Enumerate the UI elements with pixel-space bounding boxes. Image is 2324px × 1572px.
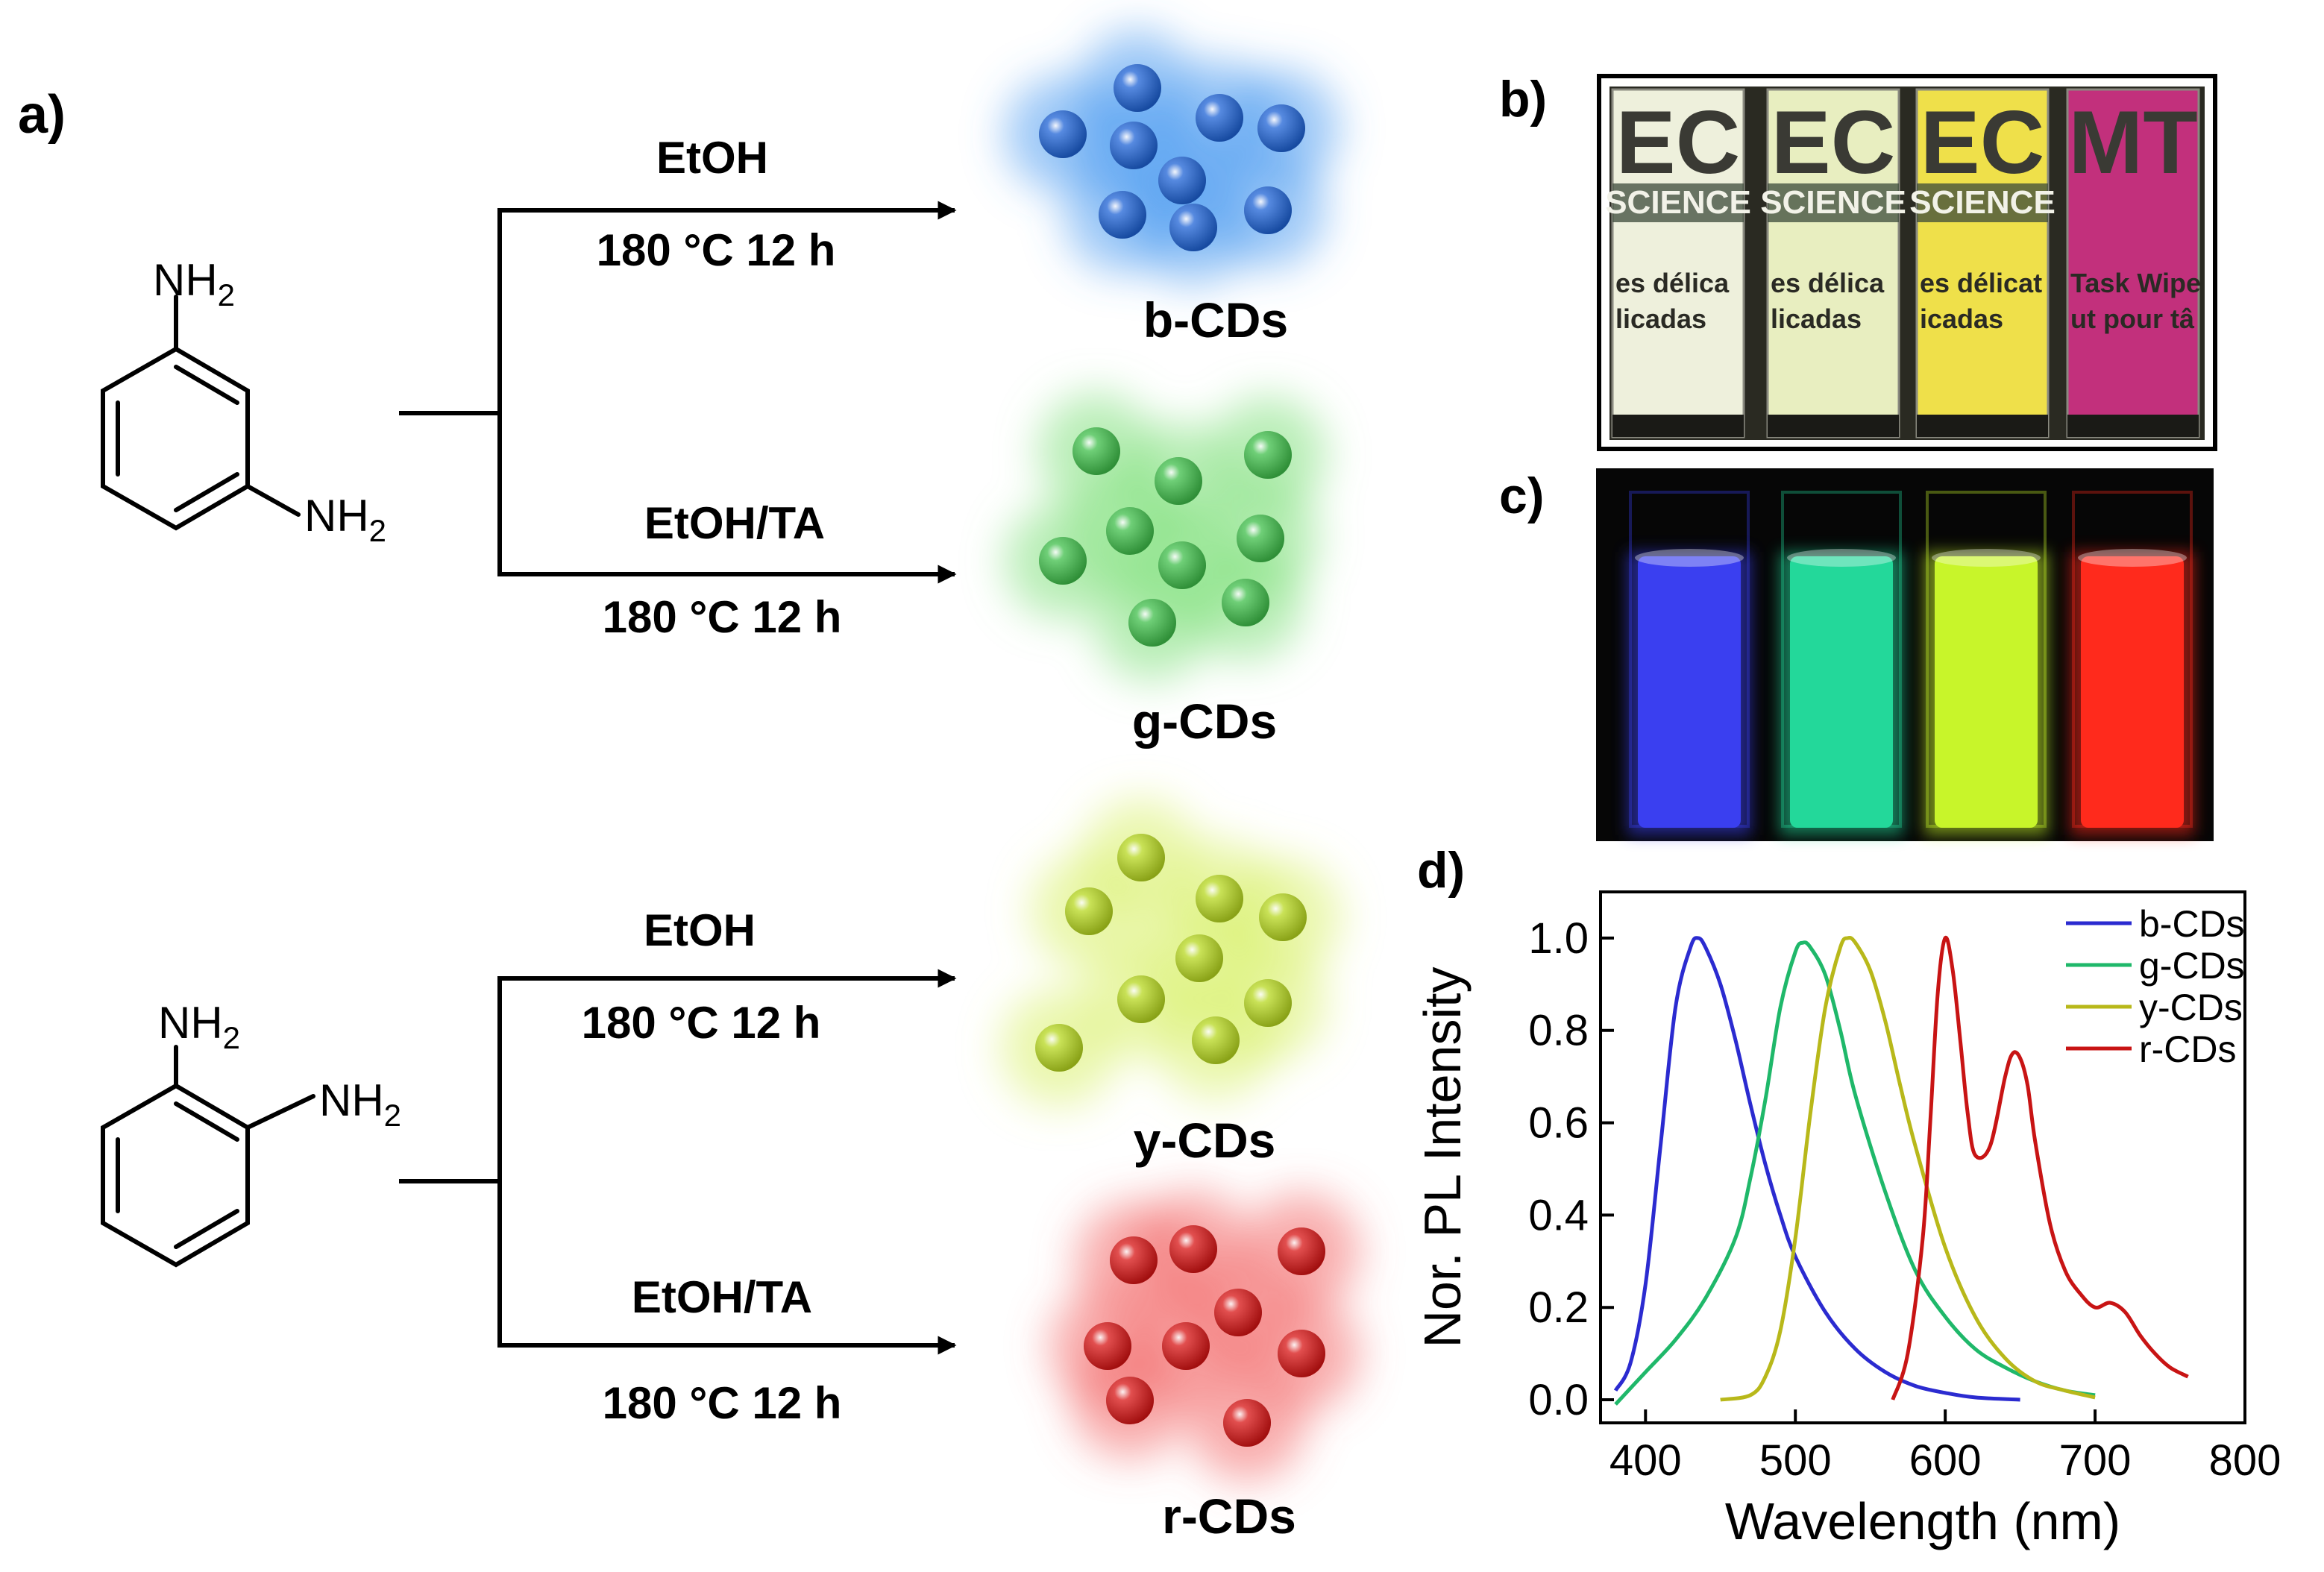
- product-label-b-cds: b-CDs: [1143, 292, 1288, 348]
- vial-text-line-1: Task Wipe: [2070, 268, 2201, 298]
- legend-label: b-CDs: [2139, 903, 2245, 945]
- legend-label: r-CDs: [2139, 1028, 2237, 1070]
- x-axis-label: Wavelength (nm): [1725, 1492, 2120, 1550]
- vial-background-letters: EC: [1616, 92, 1741, 192]
- amine-group-top-ortho: NH2: [158, 998, 240, 1055]
- daylight-vial: MT Task Wipe ut pour tâ: [2066, 88, 2201, 438]
- series-line-r-cds: [1891, 935, 2189, 1400]
- x-tick-label: 800: [2209, 1436, 2281, 1485]
- uv-vial: [2070, 491, 2194, 835]
- legend-label: y-CDs: [2139, 987, 2243, 1028]
- reaction-1-solvent: EtOH: [656, 133, 768, 183]
- panel-label-b: b): [1499, 71, 1547, 128]
- benzene-ring-meta: [101, 346, 250, 531]
- vial-text-line-2: licadas: [1771, 304, 1862, 334]
- vial-text-line-1: es délicat: [1920, 268, 2042, 298]
- o-phenylenediamine-structure: NH2 NH2: [101, 998, 401, 1268]
- amine-group-right-meta: NH2: [304, 491, 386, 548]
- panel-label-d: d): [1417, 842, 1465, 899]
- plot-frame: [1599, 890, 2246, 1424]
- panel-label-c: c): [1499, 468, 1544, 524]
- x-tick-label: 400: [1609, 1436, 1682, 1485]
- uv-vial: [1627, 491, 1751, 835]
- vial-text-line-1: es délica: [1615, 268, 1730, 298]
- panel-label-a: a): [18, 85, 66, 145]
- reaction-3-solvent: EtOH: [644, 905, 756, 955]
- y-tick-label: 1.0: [1528, 914, 1589, 963]
- b-cds-dots-cluster: [1005, 30, 1340, 286]
- uv-vials-photo: [1596, 468, 2214, 841]
- amine-group-right-ortho: NH2: [319, 1075, 401, 1133]
- y-tick-label: 0.4: [1528, 1191, 1589, 1239]
- y-axis-label: Nor. PL Intensity: [1413, 967, 1472, 1348]
- vial-text-line-1: es délica: [1771, 268, 1885, 298]
- reaction-branch-top: [399, 201, 957, 584]
- vial-background-letters: MT: [2068, 92, 2197, 192]
- x-tick-label: 700: [2059, 1436, 2132, 1485]
- reaction-1-conditions: 180 °C 12 h: [597, 225, 836, 275]
- dots-glow: [1005, 30, 1340, 286]
- pl-spectra-chart: 400 500 600 700 800 0.0 0.2 0.4 0.6 0.8 1.0 b-CDsg…: [1413, 890, 2281, 1550]
- y-tick-label: 0.0: [1528, 1376, 1589, 1424]
- reaction-4-conditions: 180 °C 12 h: [603, 1378, 842, 1428]
- r-cds-dots-cluster: [1049, 1191, 1360, 1481]
- reaction-2-solvent: EtOH/TA: [644, 498, 825, 548]
- g-cds-dots-cluster: [1005, 393, 1326, 681]
- vial-background-letters: EC: [1921, 92, 2045, 192]
- vial-text-line-2: icadas: [1920, 304, 2003, 334]
- benzene-ring-ortho: [101, 1083, 250, 1268]
- product-label-r-cds: r-CDs: [1162, 1488, 1296, 1544]
- x-tick-label: 500: [1759, 1436, 1832, 1485]
- series-line-b-cds: [1613, 936, 2020, 1402]
- uv-vial: [1924, 491, 2048, 835]
- legend-label: g-CDs: [2139, 945, 2245, 987]
- reaction-branch-bottom: [399, 969, 957, 1355]
- series-line-g-cds: [1614, 940, 2096, 1406]
- vial-text-line-2: ut pour tâ: [2070, 304, 2195, 334]
- amine-group-top-meta: NH2: [153, 255, 235, 312]
- reaction-4-solvent: EtOH/TA: [632, 1272, 812, 1322]
- series-line-y-cds: [1720, 935, 2096, 1402]
- vial-banner-text: SCIENCE: [1909, 184, 2056, 221]
- y-tick-label: 0.6: [1528, 1099, 1589, 1148]
- product-label-y-cds: y-CDs: [1134, 1113, 1276, 1168]
- vial-background-letters: EC: [1771, 92, 1896, 192]
- uv-vial: [1780, 491, 1903, 835]
- reaction-3-conditions: 180 °C 12 h: [582, 998, 821, 1048]
- y-tick-label: 0.2: [1528, 1283, 1589, 1332]
- m-phenylenediamine-structure: NH2 NH2: [101, 255, 386, 548]
- reaction-2-conditions: 180 °C 12 h: [603, 592, 842, 642]
- product-label-g-cds: g-CDs: [1132, 694, 1277, 749]
- vial-text-line-2: licadas: [1615, 304, 1706, 334]
- vial-banner-text: SCIENCE: [1605, 184, 1751, 221]
- y-cds-dots-cluster: [1001, 799, 1341, 1106]
- x-tick-label: 600: [1909, 1436, 1982, 1485]
- vial-banner-text: SCIENCE: [1760, 184, 1906, 221]
- y-tick-label: 0.8: [1528, 1007, 1589, 1055]
